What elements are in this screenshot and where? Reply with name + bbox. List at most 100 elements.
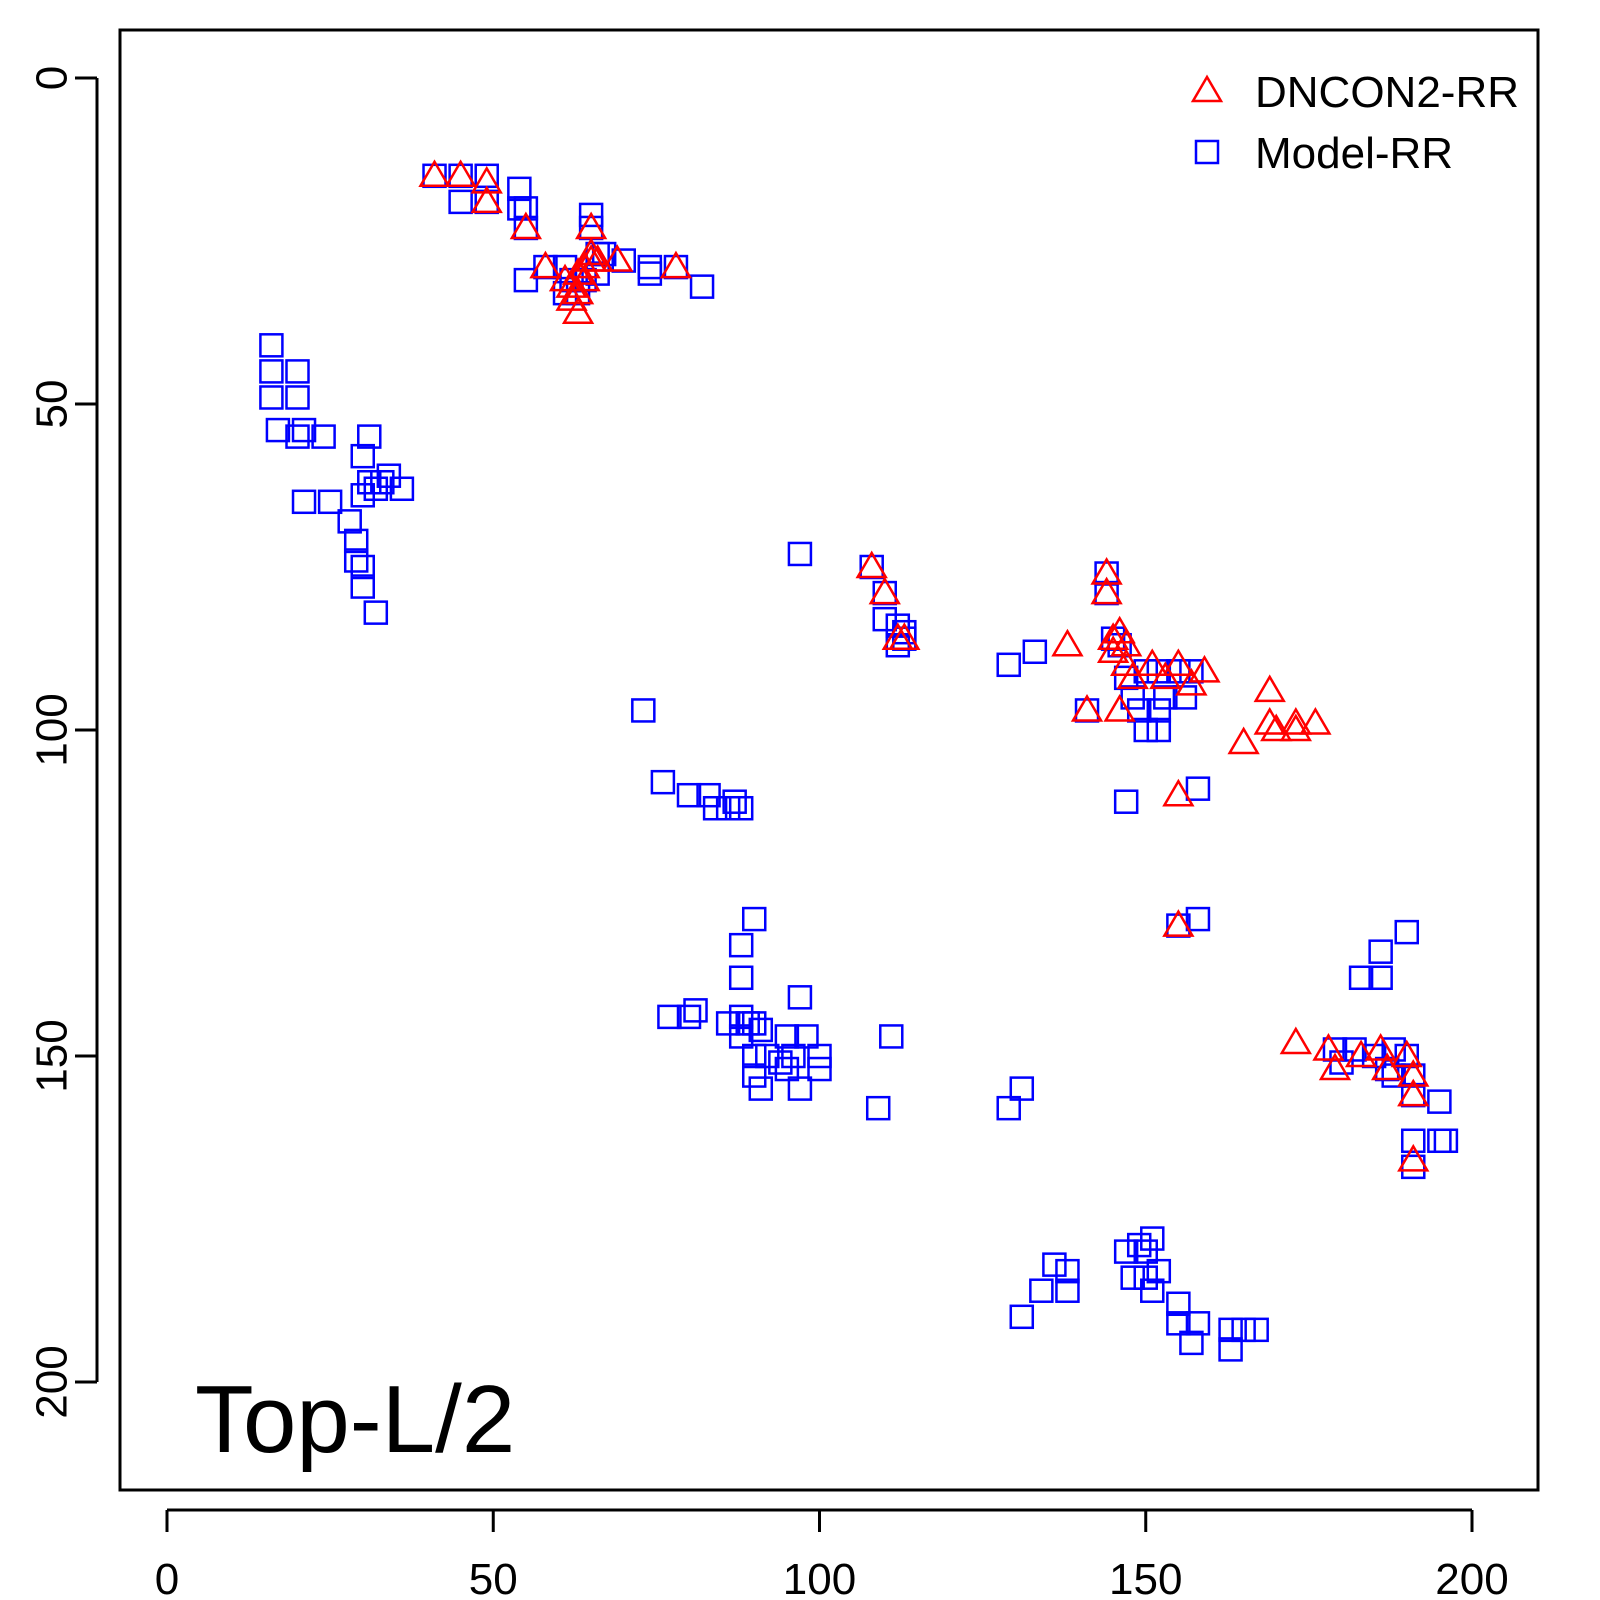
model-rr-point bbox=[742, 1063, 767, 1088]
model-rr-point bbox=[1009, 1304, 1035, 1330]
model-rr-point bbox=[343, 528, 369, 554]
panel-annotation: Top-L/2 bbox=[195, 1366, 515, 1473]
dncon2-rr-point bbox=[1397, 1143, 1430, 1172]
model-rr-point bbox=[748, 1076, 774, 1101]
dncon2-rr-point bbox=[1260, 713, 1293, 742]
model-rr-point bbox=[1029, 1278, 1054, 1303]
model-rr-point bbox=[1022, 639, 1048, 665]
model-rr-point bbox=[728, 1024, 754, 1049]
model-rr-point bbox=[1172, 685, 1198, 710]
model-rr-point bbox=[807, 1043, 832, 1069]
model-rr-point bbox=[768, 1050, 793, 1075]
model-rr-point bbox=[1126, 1232, 1152, 1258]
model-rr-point bbox=[285, 385, 310, 410]
dncon2-rr-point bbox=[574, 211, 608, 240]
x-tick-label: 0 bbox=[155, 1555, 179, 1600]
model-rr-point bbox=[259, 385, 284, 410]
y-tick-label: 50 bbox=[28, 380, 77, 429]
dncon2-rr-point bbox=[1299, 706, 1332, 735]
model-rr-point bbox=[350, 554, 375, 580]
model-rr-point bbox=[657, 1004, 682, 1030]
dncon2-rr-point bbox=[855, 550, 888, 579]
model-rr-point bbox=[513, 196, 539, 221]
model-rr-point bbox=[715, 795, 741, 821]
model-rr-point bbox=[1140, 1226, 1165, 1251]
dncon2-rr-point bbox=[1162, 648, 1195, 677]
model-rr-point bbox=[370, 469, 395, 495]
model-rr-point bbox=[1368, 965, 1393, 991]
model-rr-point bbox=[1120, 1265, 1145, 1290]
dncon2-rr-point bbox=[529, 250, 562, 279]
dncon2-rr-point bbox=[1136, 648, 1169, 677]
dncon2-rr-point bbox=[1096, 635, 1130, 664]
dncon2-rr-point bbox=[581, 244, 614, 272]
model-rr-point bbox=[285, 359, 310, 384]
x-tick-label: 50 bbox=[469, 1555, 518, 1600]
model-rr-point bbox=[1394, 919, 1419, 945]
dncon2-rr-point bbox=[1279, 713, 1313, 742]
model-rr-point bbox=[357, 469, 382, 495]
model-rr-point bbox=[807, 1056, 832, 1082]
model-rr-point bbox=[702, 795, 728, 821]
model-rr-point bbox=[728, 1004, 754, 1030]
dncon2-rr-point bbox=[568, 263, 601, 292]
dncon2-rr-point bbox=[574, 237, 608, 266]
legend-label-model-rr: Model-RR bbox=[1255, 129, 1453, 178]
x-tick-label: 150 bbox=[1109, 1555, 1182, 1600]
dncon2-rr-point bbox=[1318, 1052, 1352, 1081]
model-rr-point bbox=[1113, 789, 1139, 814]
model-rr-point bbox=[781, 1043, 806, 1069]
model-rr-point bbox=[507, 176, 532, 202]
model-rr-point bbox=[996, 652, 1021, 678]
y-tick-label: 150 bbox=[28, 1019, 77, 1092]
model-rr-point bbox=[376, 463, 402, 488]
model-rr-point bbox=[637, 261, 663, 286]
x-axis: 0 50 100 150 200 bbox=[155, 1508, 1509, 1600]
plot-frame bbox=[118, 28, 1540, 1492]
dncon2-rr-point bbox=[1103, 693, 1136, 722]
model-rr-point bbox=[1185, 906, 1211, 932]
model-rr-point bbox=[317, 489, 343, 515]
dncon2-rr-point bbox=[1253, 674, 1286, 703]
model-rr-point bbox=[1427, 1128, 1452, 1154]
model-rr-point bbox=[1401, 1128, 1426, 1154]
model-rr-point bbox=[1009, 1076, 1035, 1101]
model-rr-point bbox=[650, 769, 676, 795]
dncon2-rr-point bbox=[1312, 1032, 1345, 1061]
dncon2-rr-point bbox=[1109, 628, 1143, 657]
plot-points bbox=[259, 159, 1459, 1362]
model-rr-point bbox=[637, 254, 663, 280]
model-rr-point bbox=[774, 1056, 800, 1082]
model-rr-point bbox=[676, 782, 702, 808]
model-rr-point bbox=[350, 483, 375, 508]
dncon2-rr-point bbox=[418, 159, 451, 188]
dncon2-rr-point bbox=[444, 159, 477, 188]
model-rr-point bbox=[787, 1076, 813, 1101]
model-rr-point bbox=[578, 202, 604, 228]
model-rr-point bbox=[363, 600, 389, 625]
y-axis: 0 50 100 150 200 bbox=[28, 66, 99, 1419]
model-rr-point bbox=[872, 606, 897, 632]
legend: DNCON2-RR Model-RR bbox=[1190, 68, 1519, 178]
model-rr-point bbox=[865, 1095, 891, 1121]
dncon2-rr-point bbox=[1279, 1026, 1313, 1055]
dncon2-rr-point bbox=[1227, 726, 1260, 755]
model-rr-point bbox=[1218, 1337, 1243, 1362]
dncon2-rr-point bbox=[1397, 1078, 1430, 1107]
model-rr-point bbox=[728, 795, 754, 821]
dncon2-rr-point bbox=[470, 185, 503, 214]
model-rr-point bbox=[285, 424, 310, 449]
dncon2-rr-point bbox=[1096, 622, 1130, 650]
model-rr-point bbox=[259, 359, 284, 384]
model-rr-point bbox=[1120, 685, 1145, 710]
model-rr-point bbox=[722, 789, 747, 814]
y-tick-label: 0 bbox=[28, 66, 77, 90]
x-tick-label: 100 bbox=[783, 1555, 856, 1600]
model-rr-point bbox=[676, 1004, 702, 1030]
model-rr-point bbox=[1133, 717, 1158, 743]
dncon2-rr-point bbox=[1279, 706, 1313, 735]
model-rr-point bbox=[728, 965, 754, 991]
model-rr-point bbox=[1166, 1311, 1191, 1336]
model-rr-point bbox=[755, 1043, 780, 1069]
model-rr-point bbox=[1146, 1258, 1172, 1284]
